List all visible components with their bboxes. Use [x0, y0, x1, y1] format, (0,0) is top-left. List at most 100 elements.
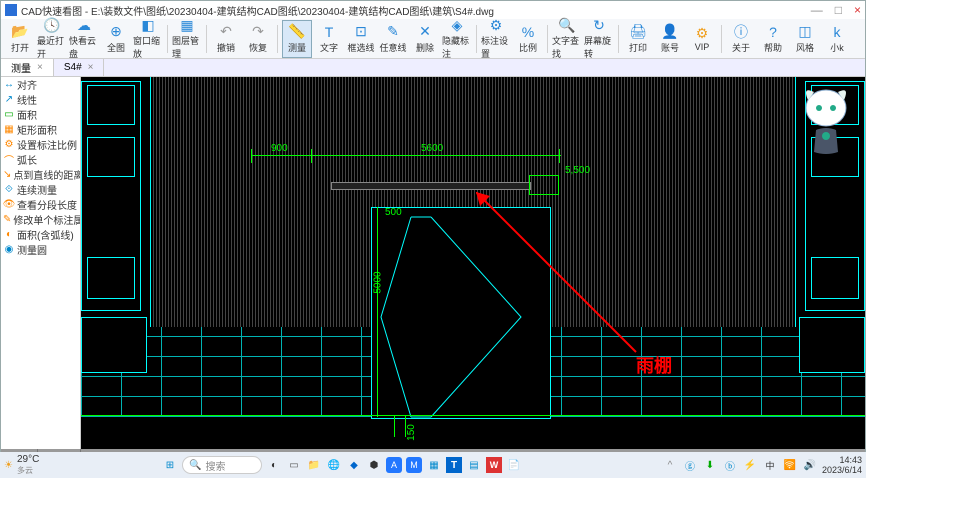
toolbar-风格[interactable]: ◫风格 — [790, 20, 820, 58]
drawing-canvas[interactable]: 900 5600 5,500 5000 500 150 雨棚 — [81, 77, 865, 449]
tray-icon[interactable]: ⬇ — [702, 457, 718, 473]
sidebar-label: 修改单个标注属性 — [13, 212, 80, 227]
toolbar-标注设置[interactable]: ⚙标注设置 — [481, 20, 511, 58]
tab-close-icon[interactable]: × — [37, 62, 43, 73]
toolbar-label: 屏幕旋转 — [584, 34, 614, 60]
sidebar-修改单个标注属性[interactable]: ✎修改单个标注属性 — [1, 212, 80, 227]
minimize-button[interactable]: — — [811, 3, 823, 17]
tray-icon[interactable]: 🔊 — [802, 457, 818, 473]
toolbar-label: 图层管理 — [172, 34, 202, 60]
toolbar-快看云盘[interactable]: ☁快看云盘 — [69, 20, 99, 58]
taskbar-app-icon[interactable]: M — [406, 457, 422, 473]
toolbar-撤销[interactable]: ↶撤销 — [211, 20, 241, 58]
dim-150: 150 — [406, 424, 417, 441]
sidebar-icon: ↗ — [3, 94, 15, 106]
sidebar-icon: ✎ — [3, 214, 11, 226]
taskbar-app-icon[interactable]: 📄 — [506, 457, 522, 473]
sidebar-label: 矩形面积 — [17, 122, 57, 137]
toolbar-文字[interactable]: T文字 — [314, 20, 344, 58]
toolbar-icon: ▦ — [179, 17, 195, 33]
start-button[interactable]: ⊞ — [162, 457, 178, 473]
sidebar-对齐[interactable]: ↔对齐 — [1, 77, 80, 92]
taskbar-app-icon[interactable]: ◆ — [346, 457, 362, 473]
sidebar-icon: ↘ — [3, 169, 11, 181]
sidebar-label: 对齐 — [17, 77, 37, 92]
taskbar-app-icon[interactable]: ◐ — [266, 457, 282, 473]
sidebar-线性[interactable]: ↗线性 — [1, 92, 80, 107]
sidebar-icon: ⟐ — [3, 184, 15, 196]
tray-icon[interactable]: ⚡ — [742, 457, 758, 473]
toolbar-图层管理[interactable]: ▦图层管理 — [172, 20, 202, 58]
taskbar-weather[interactable]: ☀ 29°C 多云 — [4, 454, 64, 476]
toolbar-icon: ⊡ — [353, 24, 369, 40]
sidebar-测量圆[interactable]: ◉测量圆 — [1, 242, 80, 257]
sidebar-连续测量[interactable]: ⟐连续测量 — [1, 182, 80, 197]
sidebar-label: 面积 — [17, 107, 37, 122]
tab-测量[interactable]: 测量× — [1, 59, 54, 76]
toolbar-label: VIP — [695, 42, 710, 52]
toolbar-icon: ↶ — [218, 24, 234, 40]
toolbar-框选线[interactable]: ⊡框选线 — [346, 20, 376, 58]
sidebar-设置标注比例[interactable]: ⚙设置标注比例 — [1, 137, 80, 152]
toolbar-窗口缩放[interactable]: ◧窗口缩放 — [133, 20, 163, 58]
toolbar-label: 测量 — [288, 41, 306, 54]
sidebar-矩形面积[interactable]: ▦矩形面积 — [1, 122, 80, 137]
toolbar-关于[interactable]: ⓘ关于 — [726, 20, 756, 58]
toolbar-比例[interactable]: %比例 — [513, 20, 543, 58]
toolbar-icon: ☁ — [76, 17, 92, 33]
toolbar-小k[interactable]: k小k — [822, 20, 852, 58]
tab-S4#[interactable]: S4#× — [54, 59, 105, 76]
taskbar-app-icon[interactable]: W — [486, 457, 502, 473]
toolbar-打印[interactable]: 🖨打印 — [623, 20, 653, 58]
taskbar-app-icon[interactable]: ▦ — [426, 457, 442, 473]
tray-icon[interactable]: ⓑ — [722, 457, 738, 473]
toolbar-label: 恢复 — [249, 41, 267, 54]
maximize-button[interactable]: □ — [835, 3, 842, 17]
toolbar-隐藏标注[interactable]: ◈隐藏标注 — [442, 20, 472, 58]
mascot-character[interactable] — [796, 80, 856, 160]
taskbar-app-icon[interactable]: T — [446, 457, 462, 473]
toolbar-文字查找[interactable]: 🔍文字查找 — [552, 20, 582, 58]
taskbar-app-icon[interactable]: ⬢ — [366, 457, 382, 473]
taskbar-app-icon[interactable]: A — [386, 457, 402, 473]
sidebar-弧长[interactable]: ⌒弧长 — [1, 152, 80, 167]
tab-close-icon[interactable]: × — [88, 62, 94, 73]
tray-icon[interactable]: 🛜 — [782, 457, 798, 473]
toolbar-icon: T — [321, 24, 337, 40]
toolbar-测量[interactable]: 📏测量 — [282, 20, 312, 58]
toolbar-icon: ⚙ — [488, 17, 504, 33]
toolbar-任意线[interactable]: ✎任意线 — [378, 20, 408, 58]
sidebar-面积[interactable]: ▭面积 — [1, 107, 80, 122]
taskbar-clock[interactable]: 14:43 2023/6/14 — [822, 455, 862, 475]
toolbar-label: 比例 — [519, 41, 537, 54]
sidebar-icon: ◐ — [3, 229, 15, 241]
sidebar-icon: ↔ — [3, 79, 15, 91]
taskbar-app-icon[interactable]: ▭ — [286, 457, 302, 473]
toolbar-VIP[interactable]: ⚙VIP — [687, 20, 717, 58]
windows-taskbar[interactable]: ☀ 29°C 多云 ⊞ 🔍 搜索 ◐ ▭ 📁 🌐 ◆ ⬢ A M ▦ T ▤ W… — [0, 452, 866, 478]
toolbar-label: 打开 — [11, 41, 29, 54]
toolbar-icon: ↻ — [591, 17, 607, 33]
sidebar-点到直线的距离[interactable]: ↘点到直线的距离 — [1, 167, 80, 182]
taskbar-app-icon[interactable]: 📁 — [306, 457, 322, 473]
toolbar-打开[interactable]: 📂打开 — [5, 20, 35, 58]
tray-icon[interactable]: ^ — [662, 457, 678, 473]
toolbar-label: 任意线 — [379, 41, 406, 54]
close-button[interactable]: × — [854, 3, 861, 17]
tray-icon[interactable]: 中 — [762, 457, 778, 473]
tray-icon[interactable]: ⓖ — [682, 457, 698, 473]
toolbar-最近打开[interactable]: 🕓最近打开 — [37, 20, 67, 58]
dim-5500: 5,500 — [565, 165, 590, 176]
taskbar-app-icon[interactable]: 🌐 — [326, 457, 342, 473]
toolbar-屏幕旋转[interactable]: ↻屏幕旋转 — [584, 20, 614, 58]
toolbar-恢复[interactable]: ↷恢复 — [243, 20, 273, 58]
taskbar-search[interactable]: 🔍 搜索 — [182, 456, 262, 474]
taskbar-app-icon[interactable]: ▤ — [466, 457, 482, 473]
toolbar-帮助[interactable]: ?帮助 — [758, 20, 788, 58]
toolbar-删除[interactable]: ✕删除 — [410, 20, 440, 58]
sidebar-查看分段长度[interactable]: 👁查看分段长度 — [1, 197, 80, 212]
sidebar-面积(含弧线)[interactable]: ◐面积(含弧线) — [1, 227, 80, 242]
toolbar-全图[interactable]: ⊕全图 — [101, 20, 131, 58]
titlebar: CAD快速看图 - E:\装数文件\图纸\20230404-建筑结构CAD图纸\… — [1, 1, 865, 19]
toolbar-账号[interactable]: 👤账号 — [655, 20, 685, 58]
